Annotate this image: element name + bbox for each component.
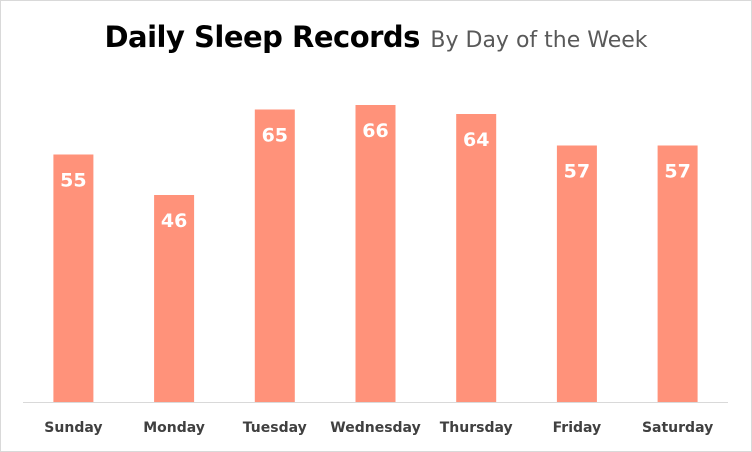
x-tick-label-thursday: Thursday <box>440 420 513 436</box>
bar-friday <box>556 145 597 402</box>
bar-tuesday <box>254 109 295 402</box>
bar-saturday <box>657 145 698 402</box>
x-tick-label-tuesday: Tuesday <box>243 420 307 436</box>
x-tick-label-sunday: Sunday <box>44 420 102 436</box>
bar-wednesday <box>355 105 396 402</box>
bar-thursday <box>456 114 497 402</box>
bar-value-label-tuesday: 65 <box>262 125 288 147</box>
bar-labels-group: 55 46 65 66 64 57 57 <box>60 120 691 232</box>
bar-sunday <box>53 154 94 402</box>
bars-group <box>53 105 698 402</box>
bar-value-label-friday: 57 <box>564 161 590 183</box>
x-tick-label-saturday: Saturday <box>642 420 713 436</box>
bar-monday <box>154 195 195 402</box>
x-tick-label-wednesday: Wednesday <box>330 420 420 436</box>
bar-value-label-thursday: 64 <box>463 129 489 151</box>
tick-labels-group: Sunday Monday Tuesday Wednesday Thursday Frid… <box>44 420 713 436</box>
chart-title: Daily Sleep Records <box>104 20 420 54</box>
bar-value-label-sunday: 55 <box>60 170 86 192</box>
x-tick-label-monday: Monday <box>143 420 205 436</box>
bar-value-label-monday: 46 <box>161 210 187 232</box>
bar-value-label-saturday: 57 <box>664 161 690 183</box>
x-tick-label-friday: Friday <box>553 420 602 436</box>
chart-title-row: Daily Sleep Records By Day of the Week <box>0 20 752 54</box>
chart-subtitle: By Day of the Week <box>430 28 648 53</box>
bar-value-label-wednesday: 66 <box>362 120 388 142</box>
